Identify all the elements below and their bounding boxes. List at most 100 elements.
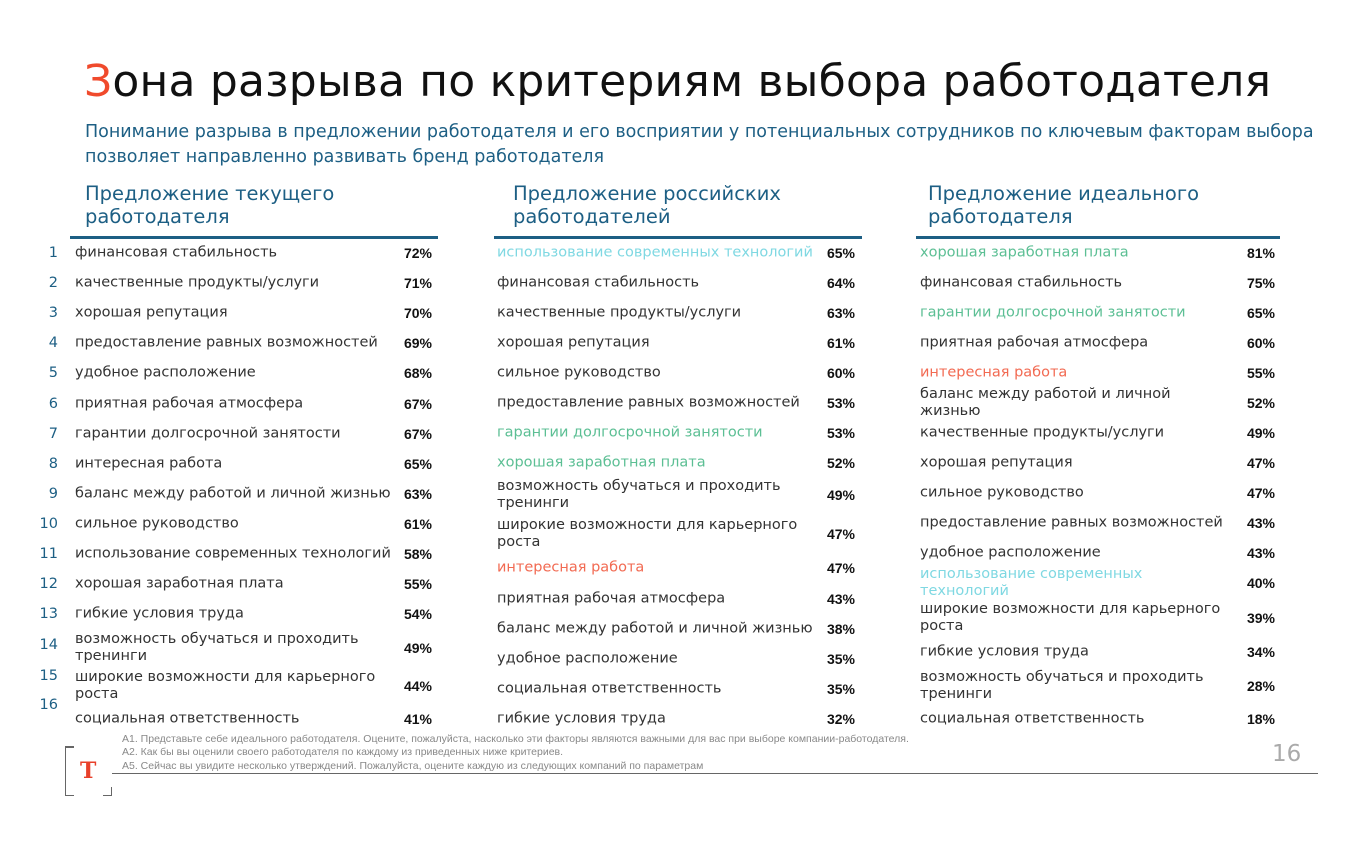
criterion-label: финансовая стабильность bbox=[75, 244, 278, 261]
criterion-label: возможность обучаться и проходить тренин… bbox=[497, 478, 781, 511]
criterion-label: приятная рабочая атмосфера bbox=[497, 590, 726, 607]
row-number: 6 bbox=[48, 396, 58, 412]
criterion-label: хорошая репутация bbox=[497, 334, 650, 351]
criterion-percent: 35% bbox=[826, 651, 855, 667]
criterion-percent: 49% bbox=[403, 640, 432, 656]
criterion-label: приятная рабочая атмосфера bbox=[75, 395, 304, 412]
row-number: 8 bbox=[48, 456, 58, 472]
criterion-label: гибкие условия труда bbox=[920, 643, 1089, 660]
criterion-label: широкие возможности для карьерного роста bbox=[497, 517, 798, 550]
row-number: 13 bbox=[39, 606, 58, 622]
criterion-percent: 63% bbox=[403, 486, 432, 502]
row-number: 9 bbox=[48, 486, 58, 502]
criterion-percent: 41% bbox=[403, 711, 432, 727]
criterion-percent: 63% bbox=[826, 305, 855, 321]
criterion-percent: 61% bbox=[826, 335, 855, 351]
row-number: 15 bbox=[39, 668, 58, 684]
criterion-label: предоставление равных возможностей bbox=[75, 334, 378, 351]
criterion-percent: 60% bbox=[1246, 335, 1275, 351]
criterion-label: хорошая заработная плата bbox=[75, 575, 284, 592]
criterion-label: возможность обучаться и проходить тренин… bbox=[75, 631, 359, 664]
criterion-percent: 75% bbox=[1246, 275, 1275, 291]
criterion-percent: 69% bbox=[403, 335, 432, 351]
criterion-label: интересная работа bbox=[920, 364, 1068, 381]
criterion-label: социальная ответственность bbox=[920, 710, 1145, 727]
criterion-label: баланс между работой и личной жизнью bbox=[75, 485, 391, 502]
criterion-label: хорошая заработная плата bbox=[497, 454, 706, 471]
criterion-percent: 40% bbox=[1246, 575, 1275, 591]
row-number: 12 bbox=[39, 576, 58, 592]
row-number: 14 bbox=[39, 637, 58, 653]
criterion-percent: 49% bbox=[826, 487, 855, 503]
criterion-label: гарантии долгосрочной занятости bbox=[497, 424, 763, 441]
criterion-percent: 65% bbox=[826, 245, 855, 261]
criterion-label: возможность обучаться и проходить тренин… bbox=[920, 669, 1204, 702]
criterion-label: финансовая стабильность bbox=[920, 274, 1123, 291]
criterion-label: хорошая заработная плата bbox=[920, 244, 1129, 261]
criterion-percent: 67% bbox=[403, 396, 432, 412]
criterion-percent: 32% bbox=[826, 711, 855, 727]
criterion-label: финансовая стабильность bbox=[497, 274, 700, 291]
criterion-label: предоставление равных возможностей bbox=[497, 394, 800, 411]
footnote: А1. Представьте себе идеального работода… bbox=[122, 733, 909, 745]
row-number: 16 bbox=[39, 697, 58, 713]
criterion-percent: 52% bbox=[1246, 395, 1275, 411]
criterion-percent: 53% bbox=[826, 425, 855, 441]
logo-letter: Т bbox=[80, 758, 97, 784]
criterion-label: гибкие условия труда bbox=[75, 605, 244, 622]
row-number: 3 bbox=[48, 305, 58, 321]
criterion-percent: 55% bbox=[1246, 365, 1275, 381]
criterion-label: предоставление равных возможностей bbox=[920, 514, 1223, 531]
criterion-percent: 47% bbox=[1246, 455, 1275, 471]
criterion-label: приятная рабочая атмосфера bbox=[920, 334, 1149, 351]
criterion-label: сильное руководство bbox=[497, 364, 661, 381]
criterion-percent: 38% bbox=[826, 621, 855, 637]
row-number: 2 bbox=[48, 275, 58, 291]
column-divider bbox=[916, 236, 1280, 239]
criterion-label: сильное руководство bbox=[75, 515, 239, 532]
footnote: А5. Сейчас вы увидите несколько утвержде… bbox=[122, 760, 704, 772]
criterion-label: интересная работа bbox=[75, 455, 223, 472]
title-rest: она разрыва по критериям выбора работода… bbox=[112, 56, 1272, 107]
criterion-label: качественные продукты/услуги bbox=[920, 424, 1165, 441]
criterion-percent: 53% bbox=[826, 395, 855, 411]
row-number: 10 bbox=[39, 516, 58, 532]
criterion-label: социальная ответственность bbox=[75, 710, 300, 727]
criterion-percent: 68% bbox=[403, 365, 432, 381]
criterion-percent: 58% bbox=[403, 546, 432, 562]
criterion-percent: 71% bbox=[403, 275, 432, 291]
title-first-letter: З bbox=[84, 56, 113, 107]
column-divider bbox=[70, 236, 438, 239]
criterion-label: баланс между работой и личной жизнью bbox=[920, 386, 1171, 419]
criterion-percent: 28% bbox=[1246, 678, 1275, 694]
criterion-label: сильное руководство bbox=[920, 484, 1084, 501]
criterion-label: гибкие условия труда bbox=[497, 710, 666, 727]
criterion-label: удобное расположение bbox=[497, 650, 678, 667]
criterion-label: интересная работа bbox=[497, 559, 645, 576]
criterion-percent: 64% bbox=[826, 275, 855, 291]
criterion-label: баланс между работой и личной жизнью bbox=[497, 620, 813, 637]
criterion-label: социальная ответственность bbox=[497, 680, 722, 697]
criterion-label: использование современных технологий bbox=[75, 545, 391, 562]
criterion-label: использование современных технологий bbox=[497, 244, 813, 261]
criterion-label: хорошая репутация bbox=[920, 454, 1073, 471]
criterion-label: качественные продукты/услуги bbox=[75, 274, 320, 291]
criterion-percent: 35% bbox=[826, 681, 855, 697]
footnote: А2. Как бы вы оценили своего работодател… bbox=[122, 746, 564, 758]
criterion-label: удобное расположение bbox=[75, 364, 256, 381]
row-number: 4 bbox=[48, 335, 58, 351]
criterion-percent: 54% bbox=[403, 606, 432, 622]
criterion-label: широкие возможности для карьерного роста bbox=[75, 669, 376, 702]
criterion-percent: 65% bbox=[403, 456, 432, 472]
page-number: 16 bbox=[1272, 741, 1302, 767]
column-header-current: Предложение текущего работодателя bbox=[85, 182, 335, 228]
column-divider bbox=[494, 236, 862, 239]
criterion-percent: 72% bbox=[403, 245, 432, 261]
criterion-percent: 47% bbox=[826, 560, 855, 576]
criterion-percent: 43% bbox=[1246, 545, 1275, 561]
criterion-percent: 81% bbox=[1246, 245, 1275, 261]
criterion-label: качественные продукты/услуги bbox=[497, 304, 742, 321]
criterion-percent: 70% bbox=[403, 305, 432, 321]
criterion-percent: 67% bbox=[403, 426, 432, 442]
criterion-label: использование современных технологий bbox=[920, 566, 1143, 599]
